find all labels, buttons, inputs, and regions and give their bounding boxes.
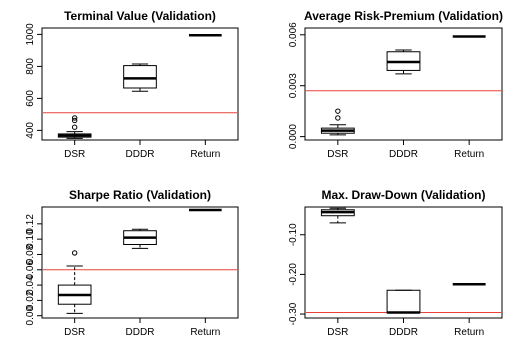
box-dddr bbox=[123, 63, 157, 92]
box-dsr bbox=[57, 115, 92, 139]
y-tick-label: -0.10 bbox=[288, 223, 299, 246]
y-tick-label: 0.12 bbox=[25, 214, 36, 234]
chart-panel-1: Terminal Value (Validation) 400 600 800 1000… bbox=[25, 9, 239, 160]
y-tick-label: 800 bbox=[25, 58, 36, 75]
x-tick-label: DDDR bbox=[126, 149, 155, 160]
box-dddr bbox=[123, 228, 157, 249]
x-tick-label: Return bbox=[454, 149, 484, 160]
y-tick-label: 0.10 bbox=[25, 229, 36, 249]
outlier-point bbox=[335, 115, 341, 121]
y-tick-label: 0.06 bbox=[25, 260, 36, 280]
chart-title: Terminal Value (Validation) bbox=[64, 9, 216, 23]
box-dsr bbox=[320, 108, 355, 136]
outlier-point bbox=[71, 250, 78, 256]
y-tick-label: 0.000 bbox=[288, 124, 299, 149]
chart-title: Average Risk-Premium (Validation) bbox=[304, 9, 503, 23]
chart-title: Max. Draw-Down (Validation) bbox=[321, 188, 485, 202]
plot-frame bbox=[304, 27, 503, 141]
x-tick-label: DSR bbox=[64, 327, 85, 338]
x-tick-label: Return bbox=[190, 149, 220, 160]
box-dsr bbox=[57, 250, 92, 314]
outlier-point bbox=[71, 124, 78, 130]
y-tick-label: 0.006 bbox=[288, 22, 299, 47]
x-tick-label: Return bbox=[454, 327, 484, 338]
outlier-point bbox=[71, 117, 78, 124]
x-tick-label: DSR bbox=[64, 149, 85, 160]
plot-frame bbox=[41, 27, 239, 141]
y-tick-label: 0.003 bbox=[288, 73, 299, 98]
outlier-point bbox=[71, 115, 78, 121]
outlier-point bbox=[335, 108, 341, 114]
y-tick-label: 0.02 bbox=[25, 290, 36, 310]
y-tick-label: 400 bbox=[25, 122, 36, 139]
y-tick-label: 0.04 bbox=[25, 275, 36, 295]
chart-panel-2: Average Risk-Premium (Validation) 0.000 0.… bbox=[288, 9, 503, 160]
x-tick-label: Return bbox=[190, 327, 220, 338]
y-tick-label: 0.00 bbox=[25, 306, 36, 326]
x-tick-label: DDDR bbox=[126, 327, 155, 338]
x-tick-label: DSR bbox=[327, 327, 348, 338]
y-tick-label: 0.08 bbox=[25, 244, 36, 264]
chart-panel-3: Sharpe Ratio (Validation)0.000.020.040.0… bbox=[25, 188, 239, 338]
chart-title: Sharpe Ratio (Validation) bbox=[69, 188, 211, 202]
x-tick-label: DSR bbox=[327, 149, 348, 160]
box-iqr bbox=[386, 289, 421, 314]
box-dddr bbox=[386, 289, 421, 314]
y-tick-label: -0.30 bbox=[288, 302, 299, 325]
plot-frame bbox=[304, 206, 503, 319]
chart-panel-4: Max. Draw-Down (Validation) -0.30 -0.20 -0.… bbox=[288, 188, 503, 338]
box-iqr bbox=[123, 65, 157, 89]
y-tick-label: -0.20 bbox=[288, 263, 299, 286]
x-tick-label: DDDR bbox=[389, 327, 418, 338]
box-dsr bbox=[320, 207, 355, 224]
y-tick-label: 600 bbox=[25, 90, 36, 107]
y-tick-label: 1000 bbox=[25, 23, 36, 46]
x-tick-label: DDDR bbox=[389, 149, 418, 160]
plot-frame bbox=[41, 206, 239, 319]
box-dddr bbox=[386, 49, 421, 75]
